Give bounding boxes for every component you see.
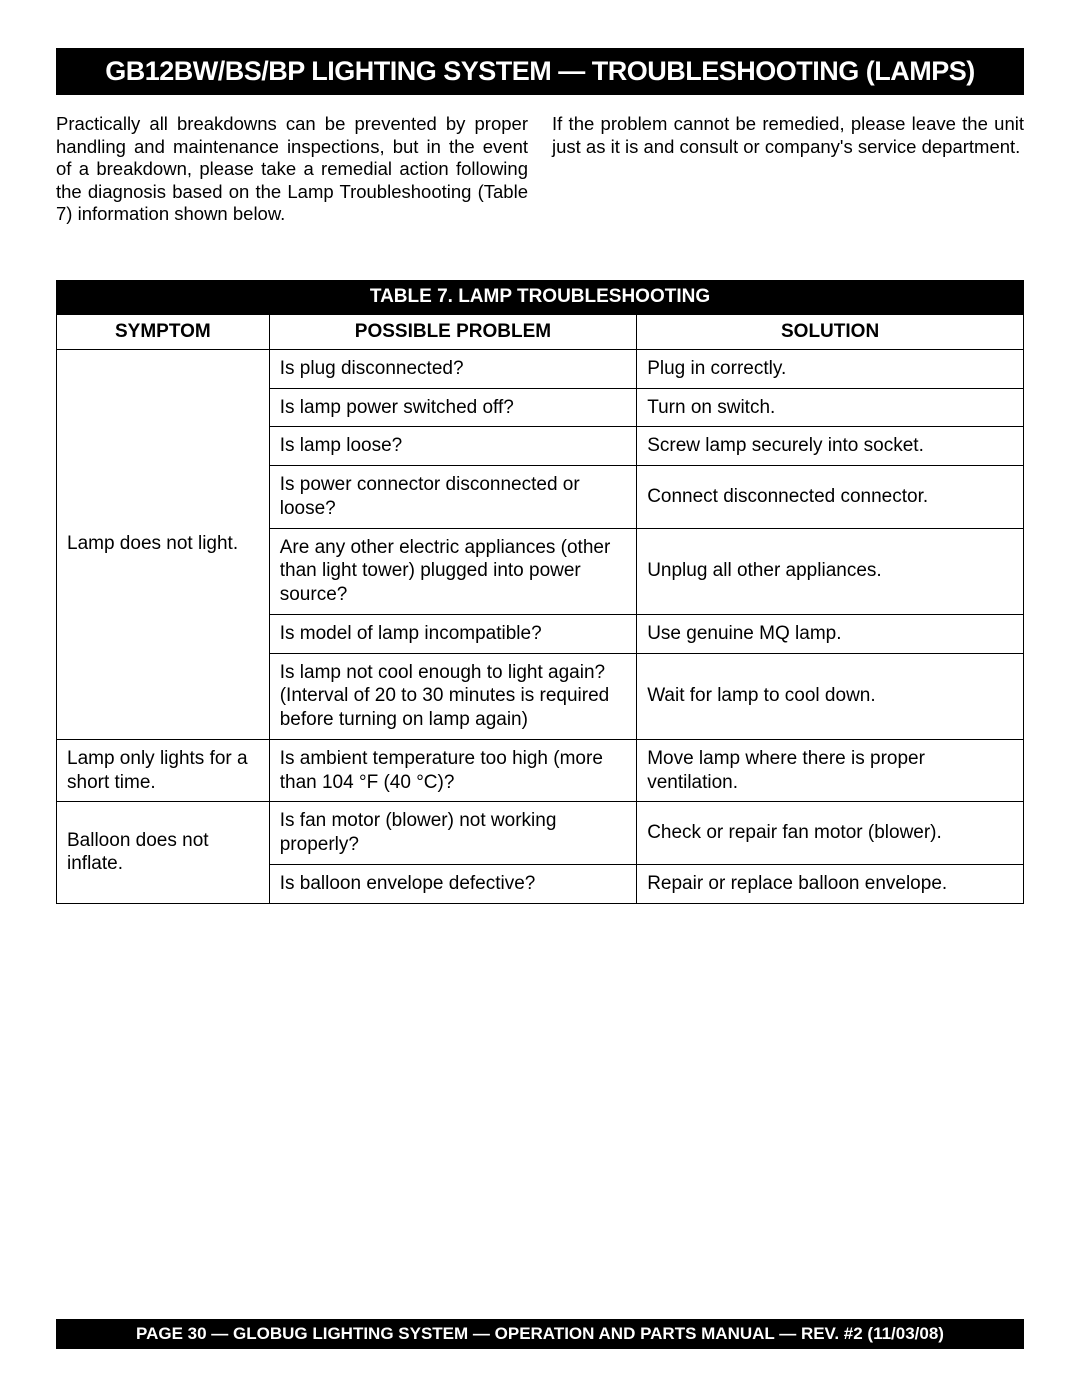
symptom-cell: Balloon does not inflate. bbox=[57, 802, 270, 903]
solution-cell: Check or repair fan motor (blower). bbox=[637, 802, 1024, 865]
col-header-solution: SOLUTION bbox=[637, 314, 1024, 349]
solution-cell: Use genuine MQ lamp. bbox=[637, 614, 1024, 653]
footer-text: PAGE 30 — GLOBUG LIGHTING SYSTEM — OPERA… bbox=[136, 1324, 944, 1343]
solution-cell: Move lamp where there is proper ventilat… bbox=[637, 739, 1024, 802]
problem-cell: Is ambient temperature too high (more th… bbox=[269, 739, 636, 802]
problem-cell: Is balloon envelope defective? bbox=[269, 864, 636, 903]
intro-text: Practically all breakdowns can be preven… bbox=[56, 113, 1024, 226]
table-row: Balloon does not inflate. Is fan motor (… bbox=[57, 802, 1024, 865]
table-header-row: SYMPTOM POSSIBLE PROBLEM SOLUTION bbox=[57, 314, 1024, 349]
solution-cell: Plug in correctly. bbox=[637, 349, 1024, 388]
solution-cell: Repair or replace balloon envelope. bbox=[637, 864, 1024, 903]
page-title-bar: GB12BW/BS/BP LIGHTING SYSTEM — TROUBLESH… bbox=[56, 48, 1024, 95]
symptom-cell: Lamp only lights for a short time. bbox=[57, 739, 270, 802]
problem-cell: Is lamp not cool enough to light again? … bbox=[269, 653, 636, 739]
problem-cell: Is lamp loose? bbox=[269, 427, 636, 466]
solution-cell: Connect disconnected connector. bbox=[637, 466, 1024, 529]
table-row: Lamp only lights for a short time. Is am… bbox=[57, 739, 1024, 802]
problem-cell: Is model of lamp incompatible? bbox=[269, 614, 636, 653]
troubleshooting-table: SYMPTOM POSSIBLE PROBLEM SOLUTION Lamp d… bbox=[56, 314, 1024, 904]
table-row: Lamp does not light. Is plug disconnecte… bbox=[57, 349, 1024, 388]
problem-cell: Is plug disconnected? bbox=[269, 349, 636, 388]
solution-cell: Screw lamp securely into socket. bbox=[637, 427, 1024, 466]
solution-cell: Unplug all other appliances. bbox=[637, 528, 1024, 614]
problem-cell: Is lamp power switched off? bbox=[269, 388, 636, 427]
problem-cell: Is fan motor (blower) not working proper… bbox=[269, 802, 636, 865]
col-header-symptom: SYMPTOM bbox=[57, 314, 270, 349]
symptom-cell: Lamp does not light. bbox=[57, 349, 270, 739]
problem-cell: Is power connector disconnected or loose… bbox=[269, 466, 636, 529]
intro-right-column: If the problem cannot be remedied, pleas… bbox=[552, 113, 1024, 226]
intro-left-column: Practically all breakdowns can be preven… bbox=[56, 113, 528, 226]
solution-cell: Wait for lamp to cool down. bbox=[637, 653, 1024, 739]
solution-cell: Turn on switch. bbox=[637, 388, 1024, 427]
page-title: GB12BW/BS/BP LIGHTING SYSTEM — TROUBLESH… bbox=[105, 56, 975, 86]
table-title: TABLE 7. LAMP TROUBLESHOOTING bbox=[56, 280, 1024, 314]
page-content: GB12BW/BS/BP LIGHTING SYSTEM — TROUBLESH… bbox=[0, 0, 1080, 904]
page-footer-bar: PAGE 30 — GLOBUG LIGHTING SYSTEM — OPERA… bbox=[56, 1319, 1024, 1349]
troubleshooting-table-wrap: TABLE 7. LAMP TROUBLESHOOTING SYMPTOM PO… bbox=[56, 280, 1024, 904]
problem-cell: Are any other electric appliances (other… bbox=[269, 528, 636, 614]
col-header-problem: POSSIBLE PROBLEM bbox=[269, 314, 636, 349]
